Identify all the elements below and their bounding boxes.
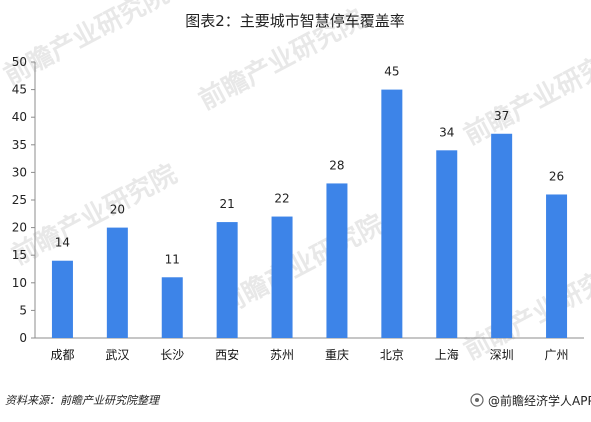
bar	[491, 133, 513, 338]
y-tick-label: 35	[12, 138, 27, 152]
x-tick-label: 长沙	[160, 348, 184, 362]
watermark-right: 前瞻产业研究院	[459, 38, 591, 151]
y-axis: 0 5 10 15 20 25 30 35 40 45 50	[12, 55, 35, 345]
data-label: 26	[549, 169, 564, 183]
y-tick-label: 25	[12, 193, 27, 207]
bar	[436, 150, 458, 338]
data-label: 21	[220, 197, 235, 211]
bar	[271, 216, 293, 338]
x-tick-label: 深圳	[490, 348, 514, 362]
bar	[381, 89, 403, 338]
bar	[216, 222, 238, 338]
y-tick-label: 30	[12, 165, 27, 179]
data-label: 14	[55, 236, 70, 250]
bar	[106, 227, 128, 338]
bar	[326, 183, 348, 338]
bar-series	[51, 89, 568, 338]
x-tick-label: 北京	[380, 348, 404, 362]
data-labels: 14 20 11 21 22 28 45 34 37 26	[55, 65, 564, 267]
y-tick-label: 0	[19, 331, 27, 345]
watermark-center: 前瞻产业研究院	[214, 208, 389, 321]
data-label: 20	[110, 203, 125, 217]
y-tick-label: 45	[12, 83, 27, 97]
x-tick-label: 武汉	[105, 348, 129, 362]
y-tick-label: 20	[12, 221, 27, 235]
bar	[51, 260, 73, 338]
y-tick-label: 40	[12, 110, 27, 124]
source-note: 资料来源：前瞻产业研究院整理	[5, 394, 161, 407]
x-tick-label: 苏州	[270, 348, 294, 362]
y-tick-label: 50	[12, 55, 27, 69]
y-tick-label: 5	[19, 303, 27, 317]
data-label: 28	[329, 158, 344, 172]
watermark-top-left: 前瞻产业研究院	[0, 0, 174, 91]
x-tick-label: 西安	[215, 347, 239, 362]
bar	[546, 194, 568, 338]
x-tick-label: 重庆	[325, 348, 349, 362]
data-label: 45	[384, 65, 399, 79]
x-tick-label: 成都	[50, 348, 74, 362]
brand-icon-dot	[475, 398, 479, 402]
data-label: 34	[439, 125, 454, 139]
data-label: 22	[274, 192, 289, 206]
watermark-left-mid: 前瞻产业研究院	[7, 158, 182, 271]
y-tick-label: 10	[12, 276, 27, 290]
x-tick-label: 广州	[545, 348, 569, 362]
brand-footer: @前瞻经济学人APP	[470, 393, 591, 408]
data-label: 11	[165, 252, 180, 266]
y-tick-label: 15	[12, 248, 27, 262]
data-label: 37	[494, 109, 509, 123]
bar	[161, 277, 183, 338]
chart-title: 图表2：主要城市智慧停车覆盖率	[185, 12, 405, 30]
x-tick-label: 上海	[435, 347, 459, 362]
x-axis: 成都 武汉 长沙 西安 苏州 重庆 北京 上海 深圳 广州	[50, 347, 568, 362]
brand-text: @前瞻经济学人APP	[488, 393, 591, 408]
watermark-bottom-right: 前瞻产业研究院	[459, 253, 591, 366]
